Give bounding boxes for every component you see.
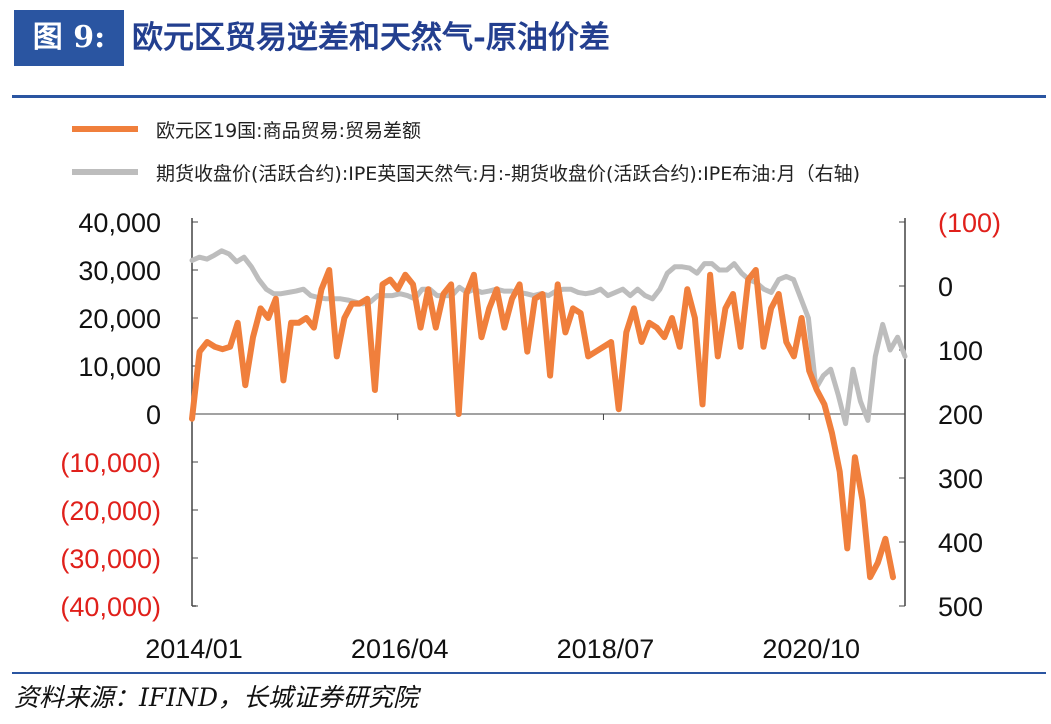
left-tick-label: 20,000	[78, 304, 161, 334]
figure-number-badge: 图 9:	[14, 10, 124, 66]
legend-label-gas-oil-spread: 期货收盘价(活跃合约):IPE英国天然气:月:-期货收盘价(活跃合约):IPE布…	[156, 162, 861, 185]
left-tick-label: 10,000	[78, 352, 161, 382]
right-tick-label: 300	[938, 464, 983, 494]
right-tick-label: 500	[938, 592, 983, 622]
source-note: 资料来源：IFIND，长城证券研究院	[14, 683, 419, 712]
left-tick-label: (10,000)	[60, 448, 161, 478]
right-tick-label: (100)	[938, 208, 1001, 238]
series-line-trade-balance	[189, 267, 896, 581]
left-tick-label: (20,000)	[60, 496, 161, 526]
footer-divider	[12, 672, 1046, 674]
x-tick-label: 2014/01	[145, 634, 243, 664]
x-tick-label: 2020/10	[762, 634, 860, 664]
x-tick-label: 2016/04	[351, 634, 449, 664]
left-tick-label: 30,000	[78, 256, 161, 286]
right-tick-label: 400	[938, 528, 983, 558]
legend-entry-trade-balance: 欧元区19国:商品贸易:贸易差额	[72, 114, 421, 144]
series-line-gas-oil-spread	[189, 248, 908, 427]
legend-swatch-gas-oil-spread	[72, 169, 138, 175]
x-tick-label: 2018/07	[557, 634, 655, 664]
figure-header: 图 9: 欧元区贸易逆差和天然气-原油价差	[0, 0, 1051, 80]
legend-label-trade-balance: 欧元区19国:商品贸易:贸易差额	[156, 119, 421, 142]
legend-entry-gas-oil-spread: 期货收盘价(活跃合约):IPE英国天然气:月:-期货收盘价(活跃合约):IPE布…	[72, 157, 860, 187]
figure-title: 欧元区贸易逆差和天然气-原油价差	[132, 20, 610, 56]
left-tick-label: 40,000	[78, 208, 161, 238]
left-tick-label: (40,000)	[60, 592, 161, 622]
right-tick-label: 200	[938, 400, 983, 430]
header-divider	[12, 95, 1046, 98]
left-tick-label: 0	[146, 400, 161, 430]
right-tick-label: 100	[938, 336, 983, 366]
legend-swatch-trade-balance	[72, 126, 138, 132]
left-tick-label: (30,000)	[60, 544, 161, 574]
right-tick-label: 0	[938, 272, 953, 302]
